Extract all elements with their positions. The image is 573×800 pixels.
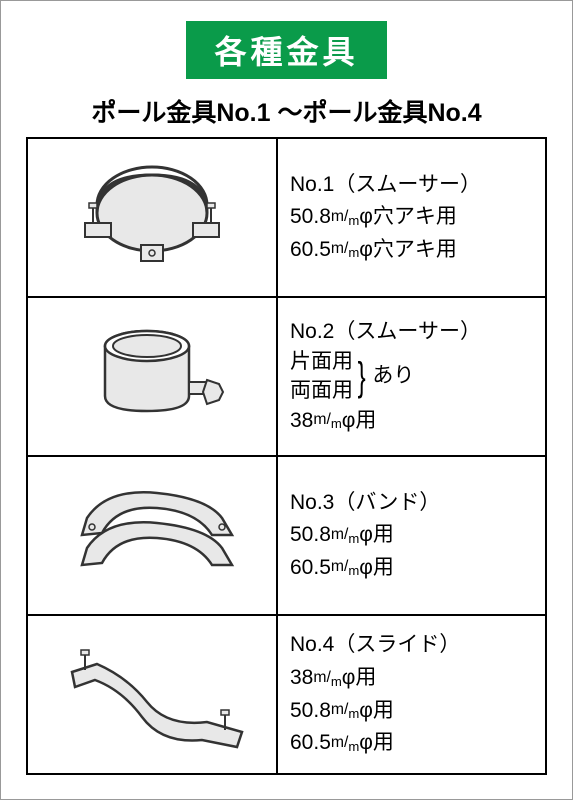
spec-line: 60.5m/mφ用	[290, 552, 533, 585]
table-row: No.3（バンド） 50.8m/mφ用 60.5m/mφ用	[27, 456, 546, 615]
figure-cell	[27, 297, 277, 456]
spec-line: 38m/mφ用	[290, 662, 533, 695]
slide-band-icon	[47, 622, 257, 762]
brace-icon: }	[358, 357, 366, 397]
item-name: No.1（スムーサー）	[290, 169, 533, 202]
figure-cell	[27, 456, 277, 615]
spec-line: 両面用	[290, 379, 353, 402]
clamp-icon	[47, 145, 257, 285]
band-icon	[47, 463, 257, 603]
page-header: 各種金具	[186, 21, 386, 79]
spec-line: 38m/mφ用	[290, 405, 533, 438]
spec-line: 50.8m/mφ用	[290, 519, 533, 552]
group-suffix: あり	[372, 360, 414, 393]
spec-cell: No.4（スライド） 38m/mφ用 50.8m/mφ用 60.5m/mφ用	[277, 615, 546, 774]
collar-icon	[47, 304, 257, 444]
figure-cell	[27, 615, 277, 774]
spec-line: 50.8m/mφ用	[290, 695, 533, 728]
spec-cell: No.2（スムーサー） 片面用 両面用 } あり 38m/mφ用	[277, 297, 546, 456]
table-row: No.4（スライド） 38m/mφ用 50.8m/mφ用 60.5m/mφ用	[27, 615, 546, 774]
table-row: No.2（スムーサー） 片面用 両面用 } あり 38m/mφ用	[27, 297, 546, 456]
spec-table: No.1（スムーサー） 50.8m/mφ穴アキ用 60.5m/mφ穴アキ用 No…	[26, 137, 547, 775]
spec-line: 60.5m/mφ穴アキ用	[290, 234, 533, 267]
spec-line: 片面用	[290, 350, 353, 373]
item-name: No.3（バンド）	[290, 487, 533, 520]
item-name: No.4（スライド）	[290, 629, 533, 662]
spec-line: 50.8m/mφ穴アキ用	[290, 201, 533, 234]
spec-line: 60.5m/mφ用	[290, 727, 533, 760]
grouped-options: 片面用 両面用 } あり	[290, 348, 414, 405]
figure-cell	[27, 138, 277, 297]
spec-cell: No.1（スムーサー） 50.8m/mφ穴アキ用 60.5m/mφ穴アキ用	[277, 138, 546, 297]
table-row: No.1（スムーサー） 50.8m/mφ穴アキ用 60.5m/mφ穴アキ用	[27, 138, 546, 297]
page-subtitle: ポール金具No.1 ～ポール金具No.4	[26, 93, 547, 129]
item-name: No.2（スムーサー）	[290, 316, 533, 349]
spec-cell: No.3（バンド） 50.8m/mφ用 60.5m/mφ用	[277, 456, 546, 615]
